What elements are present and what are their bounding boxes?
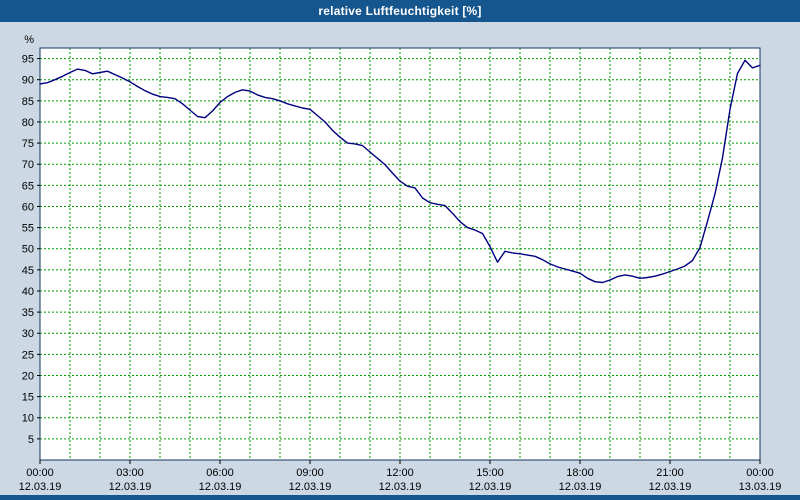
y-tick-label: 20	[22, 370, 34, 382]
x-tick-time-label: 06:00	[206, 467, 234, 479]
x-tick-time-label: 21:00	[656, 467, 684, 479]
y-tick-label: 75	[22, 138, 34, 150]
x-tick-time-label: 03:00	[116, 467, 144, 479]
x-tick-time-label: 00:00	[746, 467, 774, 479]
y-tick-label: 5	[28, 434, 34, 446]
x-tick-date-label: 12.03.19	[649, 481, 692, 493]
x-tick-time-label: 00:00	[26, 467, 54, 479]
y-tick-label: 65	[22, 180, 34, 192]
x-tick-date-label: 12.03.19	[559, 481, 602, 493]
window-title: relative Luftfeuchtigkeit [%]	[318, 4, 482, 18]
x-tick-date-label: 12.03.19	[109, 481, 152, 493]
x-tick-time-label: 15:00	[476, 467, 504, 479]
x-tick-date-label: 12.03.19	[289, 481, 332, 493]
humidity-line	[39, 59, 761, 284]
y-tick-label: 35	[22, 307, 34, 319]
x-tick-date-label: 12.03.19	[469, 481, 512, 493]
x-tick-time-label: 18:00	[566, 467, 594, 479]
window-title-bar: relative Luftfeuchtigkeit [%]	[0, 0, 800, 22]
x-tick-date-label: 12.03.19	[199, 481, 242, 493]
y-tick-label: 25	[22, 349, 34, 361]
x-tick-time-label: 09:00	[296, 467, 324, 479]
window-bottom-bar	[0, 495, 800, 500]
x-tick-date-label: 12.03.19	[379, 481, 422, 493]
y-tick-label: 70	[22, 159, 34, 171]
y-tick-label: 40	[22, 286, 34, 298]
x-tick-date-label: 13.03.19	[739, 481, 782, 493]
y-tick-label: 55	[22, 223, 34, 235]
y-tick-label: 15	[22, 392, 34, 404]
y-tick-label: 50	[22, 244, 34, 256]
y-tick-label: 95	[22, 54, 34, 66]
humidity-chart: 5 10 15 20 25 30 35 40 45 50 55 60 65 70 75 80 85 90 95% 00…	[19, 34, 782, 493]
y-tick-label: 90	[22, 75, 34, 87]
y-tick-label: 45	[22, 265, 34, 277]
x-tick-time-label: 12:00	[386, 467, 414, 479]
y-tick-label: 30	[22, 328, 34, 340]
chart-area: 5 10 15 20 25 30 35 40 45 50 55 60 65 70 75 80 85 90 95% 00…	[0, 22, 800, 495]
y-tick-label: 60	[22, 201, 34, 213]
x-tick-date-label: 12.03.19	[19, 481, 62, 493]
y-axis-unit-label: %	[24, 34, 34, 46]
y-tick-label: 10	[22, 413, 34, 425]
y-tick-label: 80	[22, 117, 34, 129]
y-tick-label: 85	[22, 96, 34, 108]
